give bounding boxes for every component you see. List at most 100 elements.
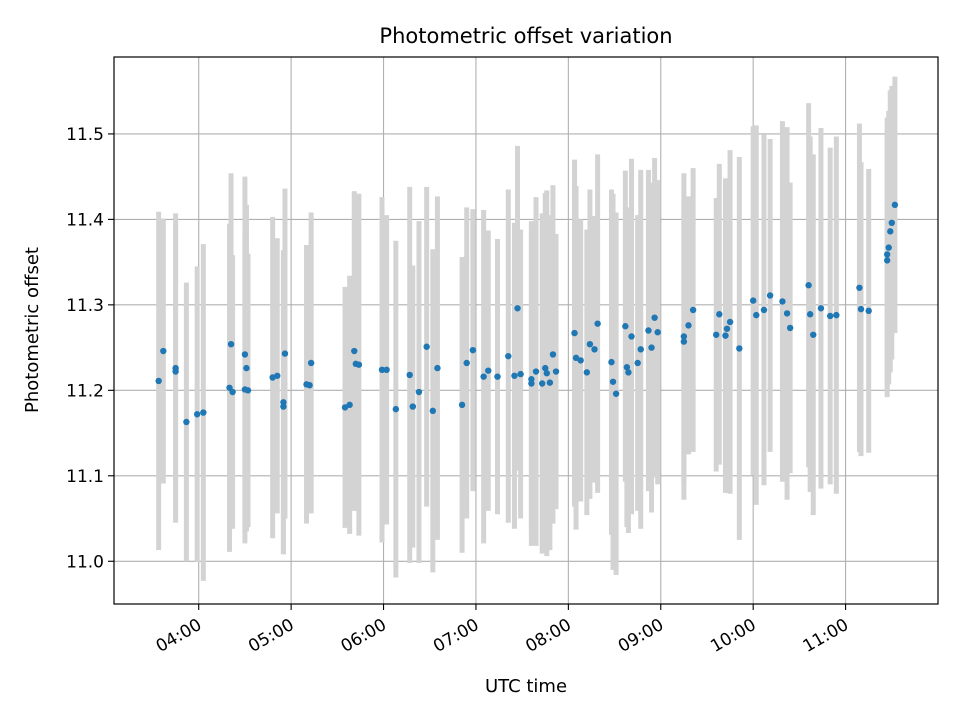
data-point (583, 369, 591, 376)
data-point (281, 350, 289, 357)
data-point (888, 219, 895, 227)
data-point (241, 351, 249, 358)
data-point (786, 324, 794, 332)
data-point (857, 305, 865, 313)
data-point (817, 305, 825, 312)
data-point (622, 323, 629, 330)
data-point (244, 387, 252, 394)
data-point (543, 370, 550, 377)
chart-title: Photometric offset variation (379, 24, 672, 48)
data-point (383, 366, 390, 374)
data-point (155, 377, 162, 385)
data-point (713, 331, 720, 338)
data-point (883, 251, 891, 258)
data-point (160, 347, 167, 355)
data-point (392, 405, 400, 413)
data-point (307, 359, 315, 367)
data-point (723, 325, 731, 332)
data-point (608, 358, 615, 366)
data-point (883, 257, 891, 264)
data-point (409, 403, 416, 410)
data-point (346, 401, 353, 409)
data-point (538, 380, 546, 387)
data-point (628, 333, 635, 340)
data-point (378, 366, 386, 374)
data-point (469, 346, 477, 354)
data-point (805, 282, 812, 289)
data-point (651, 314, 658, 321)
data-point (434, 364, 441, 372)
data-point (648, 344, 655, 351)
data-point (586, 340, 594, 348)
data-point (542, 364, 549, 372)
data-point (243, 364, 250, 372)
data-point (351, 347, 358, 355)
data-point (634, 359, 641, 367)
data-point (280, 399, 287, 406)
data-point (183, 418, 190, 426)
data-point (406, 371, 413, 379)
data-point (891, 201, 899, 209)
data-point (609, 378, 617, 385)
data-point (546, 379, 554, 386)
data-point (654, 329, 661, 336)
data-point (760, 306, 768, 314)
data-point (514, 305, 521, 312)
data-point (193, 411, 201, 418)
data-point (753, 311, 760, 319)
data-point (637, 346, 644, 353)
data-point (806, 311, 814, 318)
data-point (552, 368, 560, 375)
data-point (749, 297, 757, 304)
data-point (887, 228, 894, 235)
y-axis: 11.0 11.1 11.2 11.3 11.4 11.5 (66, 125, 114, 572)
data-point (625, 369, 632, 376)
y-tick-label: 11.0 (66, 552, 104, 572)
data-point (458, 401, 466, 409)
data-point (517, 370, 524, 378)
data-point (532, 368, 540, 375)
data-point (355, 361, 363, 368)
data-point (415, 388, 423, 396)
grid (114, 57, 938, 604)
data-point (680, 338, 688, 345)
data-point (423, 343, 430, 350)
data-point (736, 345, 743, 352)
data-point (594, 320, 601, 327)
data-point (463, 359, 470, 367)
data-point (511, 372, 518, 379)
data-point (480, 373, 487, 380)
data-point (591, 346, 598, 353)
data-point (429, 407, 437, 415)
y-axis-label: Photometric offset (22, 247, 43, 413)
y-tick-label: 11.4 (66, 210, 104, 230)
data-point (485, 367, 492, 374)
data-point (494, 373, 501, 380)
data-point (833, 311, 840, 319)
y-tick-label: 11.2 (66, 381, 104, 401)
data-point (528, 380, 535, 387)
data-point (856, 284, 863, 291)
data-point (200, 409, 207, 416)
data-point (505, 352, 512, 360)
data-point (229, 388, 236, 396)
data-point (766, 292, 774, 299)
data-point (680, 333, 688, 340)
data-point (810, 331, 817, 338)
data-point (306, 382, 313, 389)
data-point (227, 340, 235, 348)
data-point (722, 332, 729, 339)
data-point (172, 368, 179, 375)
data-point (274, 372, 281, 379)
data-point (645, 327, 652, 334)
data-point (577, 357, 584, 364)
data-point (612, 390, 620, 397)
data-point (779, 298, 786, 305)
data-points (155, 201, 899, 426)
x-axis-label: UTC time (485, 676, 567, 697)
data-point (865, 307, 872, 315)
data-point (716, 311, 723, 318)
data-point (885, 244, 892, 251)
plot-frame (113, 56, 939, 605)
